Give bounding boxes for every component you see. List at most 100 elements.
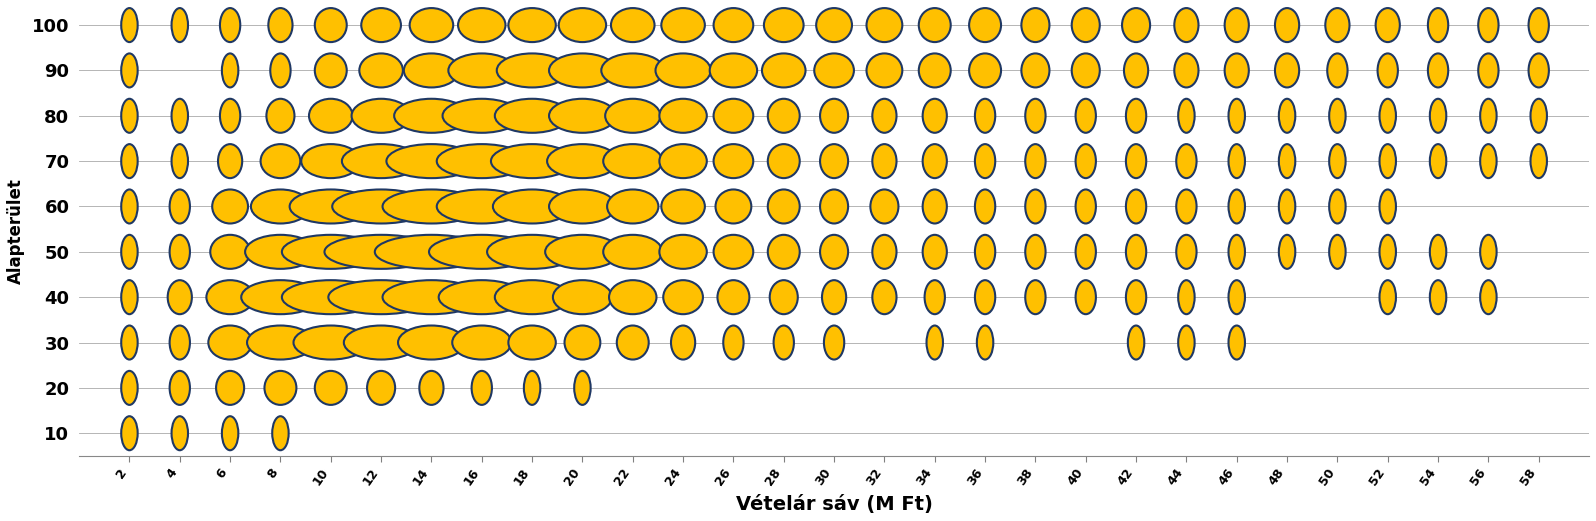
Ellipse shape [343,326,418,359]
Ellipse shape [565,326,600,359]
Ellipse shape [429,235,535,269]
Ellipse shape [603,235,662,269]
Ellipse shape [1275,54,1299,88]
Ellipse shape [410,8,453,42]
Ellipse shape [547,144,618,178]
Ellipse shape [1124,54,1148,88]
Ellipse shape [922,144,946,178]
Ellipse shape [820,144,847,178]
Ellipse shape [1076,235,1096,269]
Ellipse shape [1224,54,1248,88]
Ellipse shape [273,416,289,450]
Ellipse shape [359,54,402,88]
Ellipse shape [1229,280,1245,314]
Ellipse shape [121,235,137,269]
Ellipse shape [121,190,137,224]
Ellipse shape [1275,8,1299,42]
Ellipse shape [603,144,662,178]
Ellipse shape [710,54,757,88]
Ellipse shape [1478,54,1499,88]
Ellipse shape [383,280,480,314]
Ellipse shape [768,190,800,224]
Ellipse shape [1125,144,1146,178]
Ellipse shape [975,144,996,178]
Ellipse shape [383,190,480,224]
Ellipse shape [1379,280,1396,314]
Ellipse shape [121,416,137,450]
Ellipse shape [206,280,254,314]
Ellipse shape [713,8,753,42]
Ellipse shape [1379,99,1396,133]
Ellipse shape [270,54,290,88]
Ellipse shape [247,326,314,359]
Ellipse shape [1278,190,1296,224]
Ellipse shape [1076,144,1096,178]
Ellipse shape [289,190,372,224]
Ellipse shape [437,190,527,224]
Ellipse shape [375,235,488,269]
Ellipse shape [442,99,520,133]
Ellipse shape [769,280,798,314]
Ellipse shape [394,99,469,133]
Ellipse shape [1175,54,1199,88]
Ellipse shape [1125,99,1146,133]
Ellipse shape [1021,8,1050,42]
Ellipse shape [873,144,897,178]
Ellipse shape [1025,190,1045,224]
Ellipse shape [121,99,137,133]
Ellipse shape [1278,235,1296,269]
Ellipse shape [294,326,369,359]
Ellipse shape [1071,54,1100,88]
Ellipse shape [1229,190,1245,224]
Ellipse shape [718,280,750,314]
Ellipse shape [121,54,137,88]
Ellipse shape [1229,144,1245,178]
Ellipse shape [873,235,897,269]
Ellipse shape [169,235,190,269]
Ellipse shape [1229,326,1245,359]
Ellipse shape [329,280,434,314]
Ellipse shape [1531,144,1547,178]
Ellipse shape [715,190,752,224]
Ellipse shape [282,280,380,314]
Ellipse shape [1224,8,1248,42]
Ellipse shape [1430,144,1446,178]
Ellipse shape [820,99,847,133]
Y-axis label: Alapterület: Alapterület [6,179,26,284]
Ellipse shape [661,190,705,224]
Ellipse shape [610,280,656,314]
Ellipse shape [768,235,800,269]
Ellipse shape [1328,54,1347,88]
Ellipse shape [1325,8,1350,42]
Ellipse shape [605,99,661,133]
Ellipse shape [867,54,902,88]
Ellipse shape [437,144,527,178]
Ellipse shape [1529,8,1548,42]
Ellipse shape [713,235,753,269]
Ellipse shape [559,8,606,42]
Ellipse shape [1430,235,1446,269]
Ellipse shape [816,8,852,42]
Ellipse shape [439,280,525,314]
Ellipse shape [492,144,573,178]
Ellipse shape [310,99,353,133]
Ellipse shape [458,8,506,42]
Ellipse shape [1278,99,1296,133]
Ellipse shape [1379,190,1396,224]
Ellipse shape [774,326,793,359]
Ellipse shape [768,144,800,178]
Ellipse shape [1377,54,1398,88]
Ellipse shape [171,99,188,133]
Ellipse shape [1176,144,1197,178]
Ellipse shape [977,326,993,359]
Ellipse shape [764,8,804,42]
Ellipse shape [367,371,396,405]
Ellipse shape [471,371,492,405]
Ellipse shape [171,416,188,450]
Ellipse shape [121,371,137,405]
Ellipse shape [659,235,707,269]
Ellipse shape [1529,54,1548,88]
Ellipse shape [1229,235,1245,269]
Ellipse shape [302,144,361,178]
Ellipse shape [549,54,616,88]
